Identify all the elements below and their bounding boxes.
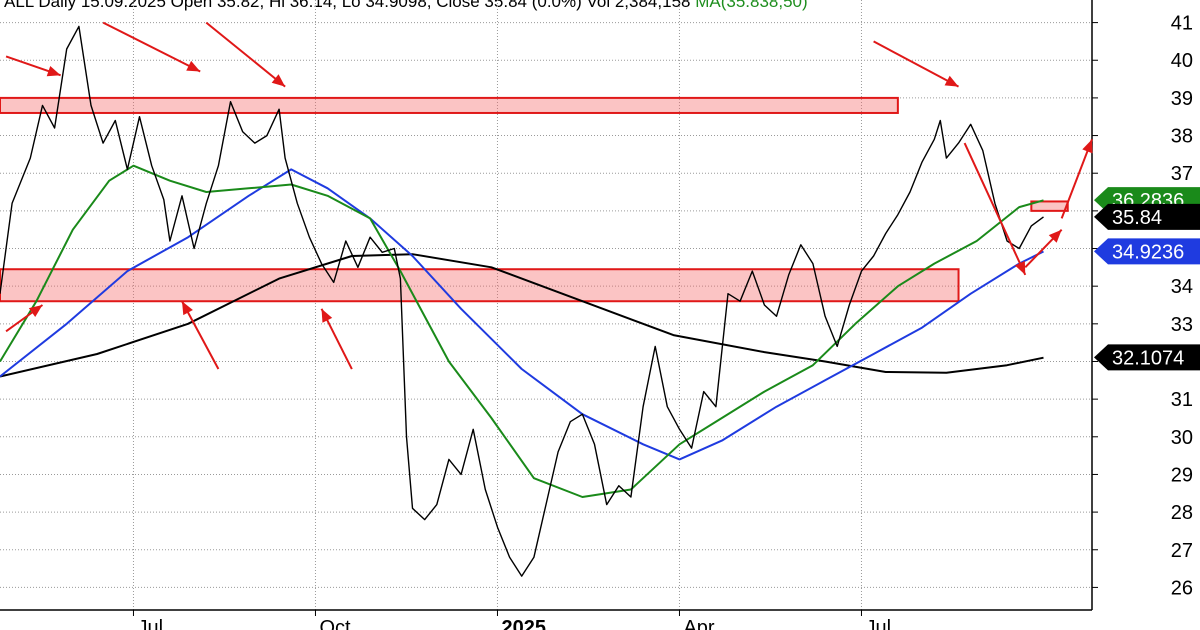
price-label-text: 35.84 bbox=[1112, 207, 1162, 229]
y-tick-label: 33 bbox=[1171, 314, 1193, 336]
y-tick-label: 38 bbox=[1171, 126, 1193, 148]
annotation-arrowhead bbox=[28, 305, 43, 317]
annotation-arrowhead bbox=[182, 301, 193, 316]
zone-box bbox=[1030, 200, 1069, 212]
series-line-3 bbox=[0, 25, 1044, 577]
y-tick-label: 29 bbox=[1171, 464, 1193, 486]
annotation-arrowhead bbox=[321, 308, 333, 323]
annotation-arrow bbox=[873, 40, 960, 88]
y-tick-label: 39 bbox=[1171, 88, 1193, 110]
annotation-arrowhead bbox=[186, 60, 201, 72]
zone-box bbox=[0, 268, 960, 303]
price-label-text: 34.9236 bbox=[1112, 241, 1184, 263]
y-tick-label: 28 bbox=[1171, 502, 1193, 524]
x-tick-label: Jul bbox=[865, 617, 891, 630]
annotation-arrowhead bbox=[271, 74, 286, 87]
x-tick-label: 2025 bbox=[501, 617, 546, 630]
x-tick-label: Apr bbox=[683, 617, 714, 630]
annotation-arrowhead bbox=[46, 65, 61, 77]
y-tick-label: 31 bbox=[1171, 389, 1193, 411]
y-tick-label: 40 bbox=[1171, 50, 1193, 72]
price-label-box bbox=[1094, 238, 1200, 265]
y-tick-label: 34 bbox=[1171, 276, 1193, 298]
x-tick-label: Oct bbox=[319, 617, 351, 630]
y-tick-label: 30 bbox=[1171, 427, 1193, 449]
chart-header: ALL Daily 15.09.2025 Open 35.82, Hi 36.1… bbox=[4, 0, 808, 12]
annotation-arrowhead bbox=[1014, 260, 1026, 275]
zone-box bbox=[0, 96, 899, 114]
annotation-arrowhead bbox=[1048, 229, 1062, 243]
annotation-arrow bbox=[205, 21, 286, 88]
y-tick-label: 26 bbox=[1171, 577, 1193, 599]
header-ma: MA(35.838,50) bbox=[695, 0, 808, 11]
header-info: ALL Daily 15.09.2025 Open 35.82, Hi 36.1… bbox=[4, 0, 691, 11]
y-tick-label: 41 bbox=[1171, 13, 1193, 35]
price-label-box bbox=[1094, 344, 1200, 371]
annotation-arrow bbox=[963, 142, 1027, 276]
annotation-arrowhead bbox=[1082, 139, 1093, 154]
series-line-0 bbox=[0, 253, 1044, 378]
price-label-box bbox=[1094, 203, 1200, 230]
x-tick-label: Jul bbox=[137, 617, 163, 630]
price-label-text: 32.1074 bbox=[1112, 347, 1184, 369]
series-line-1 bbox=[0, 168, 1044, 461]
y-tick-label: 37 bbox=[1171, 163, 1193, 185]
annotation-arrow bbox=[102, 21, 201, 73]
y-tick-label: 27 bbox=[1171, 540, 1193, 562]
annotation-arrowhead bbox=[944, 75, 959, 87]
series-line-2 bbox=[0, 164, 1044, 498]
annotation-arrow bbox=[1060, 138, 1093, 219]
